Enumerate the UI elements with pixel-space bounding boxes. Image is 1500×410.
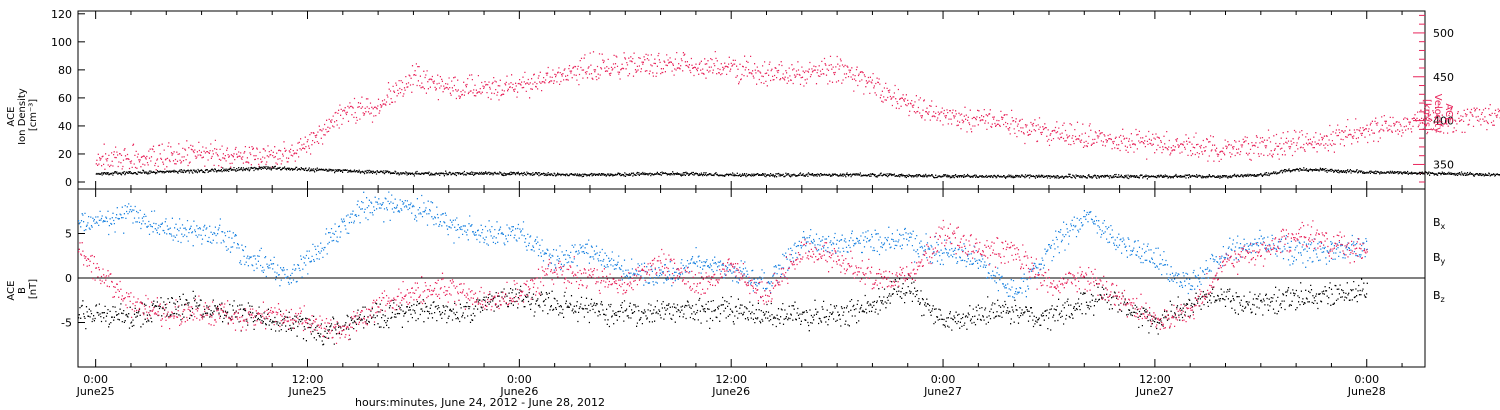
x-tick-time-5: 12:00 xyxy=(1139,373,1171,386)
velocity-tick-label-1: 400 xyxy=(1433,115,1454,128)
density-axis-title-line-2: Ion Density xyxy=(17,88,28,145)
velocity-tick-label-0: 350 xyxy=(1433,158,1454,171)
density-velocity-panel: 0 20 40 60 80 100 120 350 400 450 500 ACE Ion Den… xyxy=(6,8,1500,190)
density-tick-label-5: 100 xyxy=(51,36,72,49)
x-tick-time-1: 12:00 xyxy=(292,373,324,386)
bz-legend-label: Bz xyxy=(1433,289,1445,304)
velocity-axis-title-line-1: ACE xyxy=(1443,103,1454,123)
x-tick-date-6: June28 xyxy=(1347,385,1386,398)
velocity-axis-title-line-3: [km/s] xyxy=(1421,99,1432,131)
x-tick-date-2: June26 xyxy=(499,385,538,398)
x-tick-time-6: 0:00 xyxy=(1354,373,1379,386)
b-axis: -5 0 5 xyxy=(61,228,1425,330)
density-axis-title-line-3: [cm⁻³] xyxy=(28,99,39,131)
velocity-points xyxy=(95,50,1500,175)
density-axis-title: ACE Ion Density [cm⁻³] xyxy=(6,85,39,145)
density-tick-label-4: 80 xyxy=(58,64,72,77)
velocity-tick-label-2: 450 xyxy=(1433,71,1454,84)
density-axis-title-line-1: ACE xyxy=(6,107,17,127)
x-tick-date-4: June27 xyxy=(923,385,962,398)
density-points xyxy=(95,165,1500,180)
x-tick-time-3: 12:00 xyxy=(715,373,747,386)
x-tick-date-0: June25 xyxy=(76,385,115,398)
by-legend-label: By xyxy=(1433,251,1446,266)
x-tick-date-1: June25 xyxy=(288,385,327,398)
bz-points xyxy=(78,219,1368,345)
density-axis: 0 20 40 60 80 100 120 xyxy=(51,8,85,189)
b-axis-title: ACE B [nT] xyxy=(6,277,39,300)
density-tick-label-3: 60 xyxy=(58,92,72,105)
density-velocity-frame xyxy=(77,10,1426,190)
velocity-axis: 350 400 450 500 xyxy=(1413,14,1454,183)
magnetic-field-marks xyxy=(78,191,1368,346)
x-tick-date-5: June27 xyxy=(1135,385,1174,398)
b-axis-title-line-1: ACE xyxy=(6,281,17,301)
b-tick-label-0: -5 xyxy=(61,317,72,330)
density-velocity-marks xyxy=(95,50,1500,180)
density-tick-label-6: 120 xyxy=(51,8,72,21)
magnetic-field-panel: -5 0 5 ACE B [nT] Bx By Bz xyxy=(6,188,1446,368)
time-axis-title: hours:minutes, June 24, 2012 - June 28, … xyxy=(355,396,605,409)
density-tick-label-1: 20 xyxy=(58,148,72,161)
x-tick-date-3: June26 xyxy=(711,385,750,398)
bx-points xyxy=(78,274,1368,346)
x-tick-time-2: 0:00 xyxy=(507,373,532,386)
b-legend: Bx By Bz xyxy=(1433,216,1446,304)
density-tick-label-0: 0 xyxy=(65,176,72,189)
b-axis-title-line-2: B xyxy=(17,287,28,294)
x-tick-time-4: 0:00 xyxy=(931,373,956,386)
b-tick-label-2: 5 xyxy=(65,228,72,241)
velocity-axis-title-line-2: Velocity xyxy=(1432,94,1443,133)
velocity-axis-title: ACE Velocity [km/s] xyxy=(1421,94,1454,136)
velocity-tick-label-3: 500 xyxy=(1433,27,1454,40)
time-axis: 0:00June2512:00June250:00June2612:00June… xyxy=(76,11,1403,398)
bx-legend-label: Bx xyxy=(1433,216,1446,231)
density-tick-label-2: 40 xyxy=(58,120,72,133)
b-axis-title-line-3: [nT] xyxy=(28,279,39,299)
x-tick-time-0: 0:00 xyxy=(83,373,108,386)
by-points xyxy=(78,191,1368,299)
b-tick-label-1: 0 xyxy=(65,272,72,285)
